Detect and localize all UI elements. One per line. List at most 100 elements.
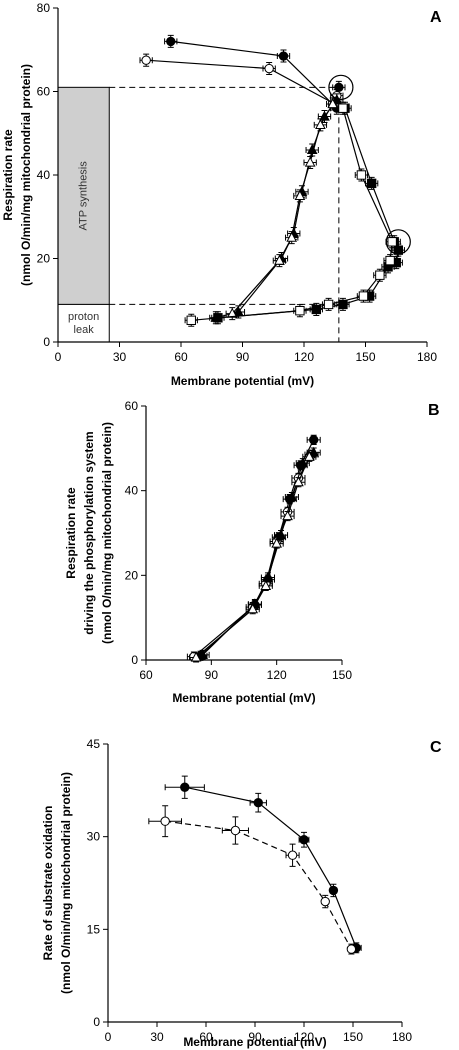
data-point: [293, 476, 304, 487]
data-point: [247, 603, 259, 614]
x-tick-label: 120: [294, 1030, 314, 1044]
data-point: [166, 36, 176, 47]
x-tick-label: 120: [294, 350, 314, 364]
data-point: [294, 190, 306, 200]
y-axis-label: (nmol O/min/mg mitochondrial protein): [19, 64, 33, 286]
y-axis-label: (nmol O/min/mg mitochondrial protein): [100, 422, 114, 644]
data-point: [299, 835, 309, 845]
data-point: [282, 510, 293, 521]
series-open-square: [184, 101, 399, 327]
series-filled-circle: [164, 775, 362, 954]
y-tick-label: 0: [93, 1015, 100, 1029]
x-tick-label: 60: [139, 668, 153, 682]
data-point: [375, 270, 385, 280]
data-point: [334, 82, 344, 93]
series-open-triangle: [189, 450, 317, 663]
x-tick-label: 0: [105, 1030, 112, 1044]
data-point: [304, 156, 316, 167]
data-point: [338, 103, 348, 113]
x-tick-label: 150: [355, 350, 375, 364]
series-filled-square: [211, 101, 405, 325]
y-tick-label: 15: [87, 922, 101, 936]
panel-label: C: [430, 739, 442, 756]
data-point: [186, 315, 196, 325]
y-tick-label: 60: [125, 399, 139, 413]
x-axis-label: Membrane potential (mV): [183, 1035, 326, 1049]
data-point: [286, 231, 298, 242]
data-point: [297, 457, 309, 468]
panel-b: 60 90 120 150 0 20 40 60 Membrane potential (mV)…: [64, 399, 440, 705]
data-point: [327, 98, 339, 109]
series-line: [146, 59, 338, 105]
data-point: [311, 304, 322, 315]
data-point: [253, 797, 263, 808]
series-open-circle: [148, 805, 357, 955]
y-tick-label: 40: [37, 168, 51, 182]
y-axis-label: Respiration rate: [64, 487, 78, 579]
data-point: [346, 944, 357, 954]
data-point: [358, 291, 369, 301]
y-axis-label: Rate of substrate oxidation: [41, 806, 55, 961]
x-tick-label: 150: [343, 1030, 363, 1044]
series-line: [184, 786, 357, 949]
data-point: [385, 255, 395, 266]
data-point: [315, 119, 326, 129]
x-tick-label: 30: [150, 1030, 164, 1044]
highlight-circle: [328, 74, 354, 100]
y-tick-label: 40: [125, 484, 139, 498]
x-tick-label: 90: [236, 350, 250, 364]
data-point: [319, 110, 330, 121]
series-line: [170, 40, 340, 110]
data-point: [308, 435, 319, 445]
data-point: [323, 299, 334, 310]
data-point: [278, 51, 289, 61]
data-point: [387, 237, 397, 247]
data-point: [141, 55, 151, 65]
data-point: [295, 305, 305, 316]
series-line: [231, 103, 334, 314]
y-tick-label: 30: [87, 830, 101, 844]
y-axis-label: Respiration rate: [1, 129, 15, 221]
data-point: [274, 254, 285, 265]
y-tick-label: 0: [43, 335, 50, 349]
series-open-triangle: [225, 97, 340, 321]
atp-synthesis-box: [57, 86, 110, 305]
data-point: [260, 580, 272, 591]
x-axis-label: Membrane potential (mV): [172, 691, 315, 705]
x-tick-label: 60: [199, 1030, 213, 1044]
panel-c: 0 30 60 90 120 150 180 0 15 30 45 Membrane potentia…: [41, 737, 442, 1049]
x-tick-label: 90: [248, 1030, 262, 1044]
series-line: [195, 456, 310, 658]
data-point: [356, 170, 367, 180]
x-tick-label: 150: [332, 668, 352, 682]
data-point: [180, 782, 190, 792]
x-tick-label: 180: [417, 350, 437, 364]
series-filled-circle: [164, 34, 346, 115]
series-open-circle: [139, 53, 344, 111]
data-point: [160, 816, 170, 826]
data-point: [275, 529, 287, 540]
x-tick-label: 60: [174, 350, 188, 364]
y-tick-label: 45: [87, 737, 101, 751]
data-point: [271, 537, 283, 548]
y-tick-label: 20: [37, 252, 51, 266]
panel-label: B: [428, 402, 440, 419]
y-tick-label: 60: [37, 85, 51, 99]
data-point: [366, 178, 377, 189]
x-axis-label: Membrane potential (mV): [171, 374, 314, 388]
x-tick-label: 30: [113, 350, 127, 364]
y-axis-label: (nmol O/min/mg mitochondrial protein): [59, 772, 73, 994]
x-tick-label: 180: [392, 1030, 412, 1044]
data-point: [328, 885, 339, 896]
atp-synthesis-label: ATP synthesis: [78, 161, 90, 231]
x-tick-label: 0: [55, 350, 62, 364]
series-line: [199, 439, 315, 657]
series-line: [165, 820, 352, 950]
y-tick-label: 20: [125, 568, 139, 582]
panel-label: A: [430, 9, 442, 26]
data-point: [287, 850, 298, 860]
x-tick-label: 120: [267, 668, 287, 682]
data-point: [338, 299, 348, 310]
